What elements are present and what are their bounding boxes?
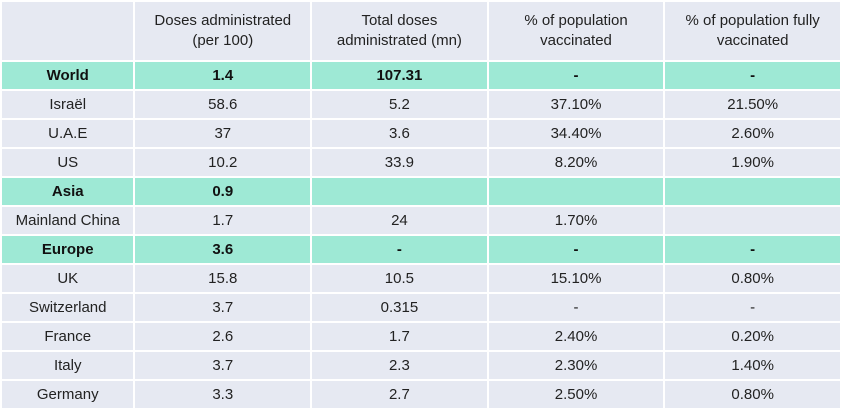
cell-country: Germany — [2, 381, 134, 408]
header-cell-doses-per-100: Doses administrated (per 100) — [135, 2, 311, 60]
cell-doses-per-100: 0.9 — [135, 178, 311, 205]
header-row: Doses administrated (per 100) Total doses… — [2, 2, 840, 60]
region-row: World 1.4 107.31- - — [2, 62, 840, 89]
cell-country: UK — [2, 265, 134, 292]
cell-pct-vaccinated: 15.10% — [488, 265, 664, 292]
cell-doses-per-100: 3.7 — [135, 294, 311, 321]
cell-pct-vaccinated: 2.50% — [488, 381, 664, 408]
cell-pct-vaccinated: 8.20% — [488, 149, 664, 176]
table-row: US 10.2 33.9 8.20% 1.90% — [2, 149, 840, 176]
cell-doses-per-100: 3.7 — [135, 352, 311, 379]
cell-pct-fully-vaccinated: 1.90% — [665, 149, 840, 176]
cell-total-doses: 2.3 — [312, 352, 487, 379]
cell-doses-per-100: 1.7 — [135, 207, 311, 234]
cell-doses-per-100: 3.3 — [135, 381, 311, 408]
header-cell-total-doses: Total doses administrated (mn) — [312, 2, 487, 60]
cell-doses-per-100: 2.6 — [135, 323, 311, 350]
cell-country: France — [2, 323, 134, 350]
cell-pct-vaccinated: 2.30% — [488, 352, 664, 379]
cell-total-doses: 0.315 — [312, 294, 487, 321]
table-row: Switzerland 3.7 0.315- - — [2, 294, 840, 321]
cell-total-doses: 107.31 — [312, 62, 487, 89]
table-row: Israël 58.6 5.2 37.10% 21.50% — [2, 91, 840, 118]
cell-pct-fully-vaccinated: 2.60% — [665, 120, 840, 147]
cell-pct-fully-vaccinated: - — [665, 62, 840, 89]
cell-country: U.A.E — [2, 120, 134, 147]
cell-pct-vaccinated: 1.70% — [488, 207, 664, 234]
header-cell-blank — [2, 2, 134, 60]
cell-pct-fully-vaccinated: 1.40% — [665, 352, 840, 379]
cell-country: Italy — [2, 352, 134, 379]
cell-pct-fully-vaccinated: 0.20% — [665, 323, 840, 350]
cell-pct-fully-vaccinated: - — [665, 236, 840, 263]
cell-doses-per-100: 1.4 — [135, 62, 311, 89]
cell-total-doses: 3.6 — [312, 120, 487, 147]
table-row: UK 15.8 10.5 15.10% 0.80% — [2, 265, 840, 292]
cell-total-doses: 5.2 — [312, 91, 487, 118]
cell-country: Israël — [2, 91, 134, 118]
cell-pct-vaccinated: 2.40% — [488, 323, 664, 350]
cell-pct-fully-vaccinated: 21.50% — [665, 91, 840, 118]
cell-pct-fully-vaccinated: 0.80% — [665, 265, 840, 292]
cell-pct-vaccinated: - — [488, 236, 664, 263]
cell-doses-per-100: 37 — [135, 120, 311, 147]
cell-country: World — [2, 62, 134, 89]
cell-total-doses: 24 — [312, 207, 487, 234]
cell-pct-fully-vaccinated: - — [665, 294, 840, 321]
table-row: France 2.6 1.7 2.40% 0.20% — [2, 323, 840, 350]
cell-pct-fully-vaccinated: 0.80% — [665, 381, 840, 408]
table-row: Italy 3.7 2.3 2.30% 1.40% — [2, 352, 840, 379]
vaccination-table-body: Doses administrated (per 100) Total doses… — [2, 2, 840, 408]
cell-country: Switzerland — [2, 294, 134, 321]
header-cell-pct-fully-vaccinated: % of population fully vaccinated — [665, 2, 840, 60]
cell-pct-fully-vaccinated — [665, 207, 840, 234]
cell-country: Europe — [2, 236, 134, 263]
cell-country: US — [2, 149, 134, 176]
cell-pct-vaccinated: 34.40% — [488, 120, 664, 147]
cell-country: Asia — [2, 178, 134, 205]
region-row: Europe 3.6- - - — [2, 236, 840, 263]
table-row: Germany 3.3 2.7 2.50% 0.80% — [2, 381, 840, 408]
cell-country: Mainland China — [2, 207, 134, 234]
cell-total-doses: 33.9 — [312, 149, 487, 176]
cell-total-doses: - — [312, 236, 487, 263]
cell-pct-vaccinated: 37.10% — [488, 91, 664, 118]
table-row: U.A.E 37 3.6 34.40% 2.60% — [2, 120, 840, 147]
cell-doses-per-100: 58.6 — [135, 91, 311, 118]
region-row: Asia 0.9 — [2, 178, 840, 205]
cell-pct-vaccinated: - — [488, 294, 664, 321]
cell-doses-per-100: 15.8 — [135, 265, 311, 292]
cell-doses-per-100: 10.2 — [135, 149, 311, 176]
cell-total-doses: 2.7 — [312, 381, 487, 408]
cell-total-doses: 10.5 — [312, 265, 487, 292]
cell-total-doses — [312, 178, 487, 205]
cell-pct-vaccinated: - — [488, 62, 664, 89]
cell-doses-per-100: 3.6 — [135, 236, 311, 263]
cell-total-doses: 1.7 — [312, 323, 487, 350]
cell-pct-fully-vaccinated — [665, 178, 840, 205]
cell-pct-vaccinated — [488, 178, 664, 205]
table-row: Mainland China 1.7 24 1.70% — [2, 207, 840, 234]
header-cell-pct-vaccinated: % of population vaccinated — [488, 2, 664, 60]
